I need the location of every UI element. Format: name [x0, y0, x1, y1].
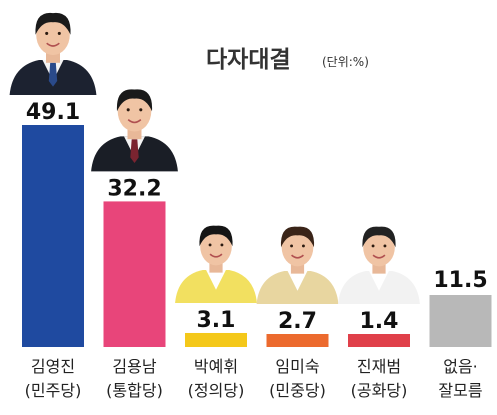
mouth-shape [127, 118, 142, 124]
bar-6 [429, 295, 492, 347]
mouth-shape [372, 254, 386, 259]
eye-shape [383, 244, 387, 248]
category-label: 김용남 [112, 357, 156, 376]
hair-shape [116, 89, 153, 112]
category-label: 없음· [443, 357, 478, 376]
eye-shape [220, 243, 224, 247]
tie-shape [48, 62, 58, 87]
bar-5 [348, 334, 410, 347]
candidate-photo-1 [9, 12, 97, 95]
neck-shape [290, 263, 305, 274]
category-label: 임미숙 [275, 357, 319, 376]
chart-title: 다자대결 [206, 47, 291, 73]
person-photo-icon [91, 89, 178, 172]
face-shape [363, 228, 395, 267]
candidate-photo-3 [175, 225, 257, 303]
mouth-shape [46, 42, 60, 47]
eye-shape [126, 108, 130, 112]
person-photo-icon [338, 226, 420, 304]
eye-shape [57, 31, 61, 35]
category-sublabel: (민중당) [269, 381, 326, 400]
category-sublabel: (정의당) [188, 381, 245, 400]
value-label: 2.7 [278, 309, 317, 334]
eye-shape [139, 108, 143, 112]
bar-3 [185, 332, 247, 347]
mouth-shape [291, 254, 304, 259]
hair-shape [35, 12, 71, 35]
category-sublabel: 잘모름 [438, 381, 482, 400]
neck-shape [372, 263, 386, 274]
bar-1 [22, 125, 84, 347]
neck-shape [209, 262, 223, 273]
face-shape [36, 14, 70, 56]
category-sublabel: (민주당) [25, 381, 82, 400]
collar-shape [287, 271, 308, 291]
eye-shape [208, 243, 212, 247]
value-label: 32.2 [107, 176, 161, 201]
bar-2 [103, 201, 166, 347]
face-shape [117, 90, 152, 132]
eye-shape [290, 244, 294, 248]
category-sublabel: (통합당) [106, 381, 163, 400]
eye-shape [301, 244, 305, 248]
neck-shape [46, 51, 60, 63]
value-label: 1.4 [360, 309, 399, 334]
candidate-photo-2 [91, 89, 178, 172]
value-label: 49.1 [26, 100, 80, 125]
eye-shape [371, 244, 375, 248]
neck-shape [127, 128, 142, 140]
category-label: 진재범 [357, 357, 401, 376]
category-label: 김영진 [31, 357, 75, 376]
chart-unit-label: (단위:%) [322, 55, 369, 69]
collar-shape [369, 271, 389, 291]
person-photo-icon [256, 226, 339, 304]
face-shape [281, 228, 314, 267]
category-sublabel: (공화당) [351, 381, 408, 400]
value-label: 3.1 [197, 308, 236, 333]
hair-shape [280, 226, 315, 248]
hair-shape [199, 225, 233, 247]
person-photo-icon [175, 225, 257, 303]
face-shape [200, 227, 232, 266]
hair-shape [362, 226, 396, 248]
eye-shape [45, 31, 49, 35]
value-label: 11.5 [433, 268, 487, 293]
mouth-shape [209, 253, 223, 258]
tie-shape [130, 139, 139, 164]
bar-4 [266, 334, 329, 347]
candidate-photo-4 [256, 226, 339, 304]
person-photo-icon [9, 12, 97, 95]
collar-shape [206, 269, 226, 290]
category-label: 박예휘 [194, 357, 238, 376]
candidate-photo-5 [338, 226, 420, 304]
